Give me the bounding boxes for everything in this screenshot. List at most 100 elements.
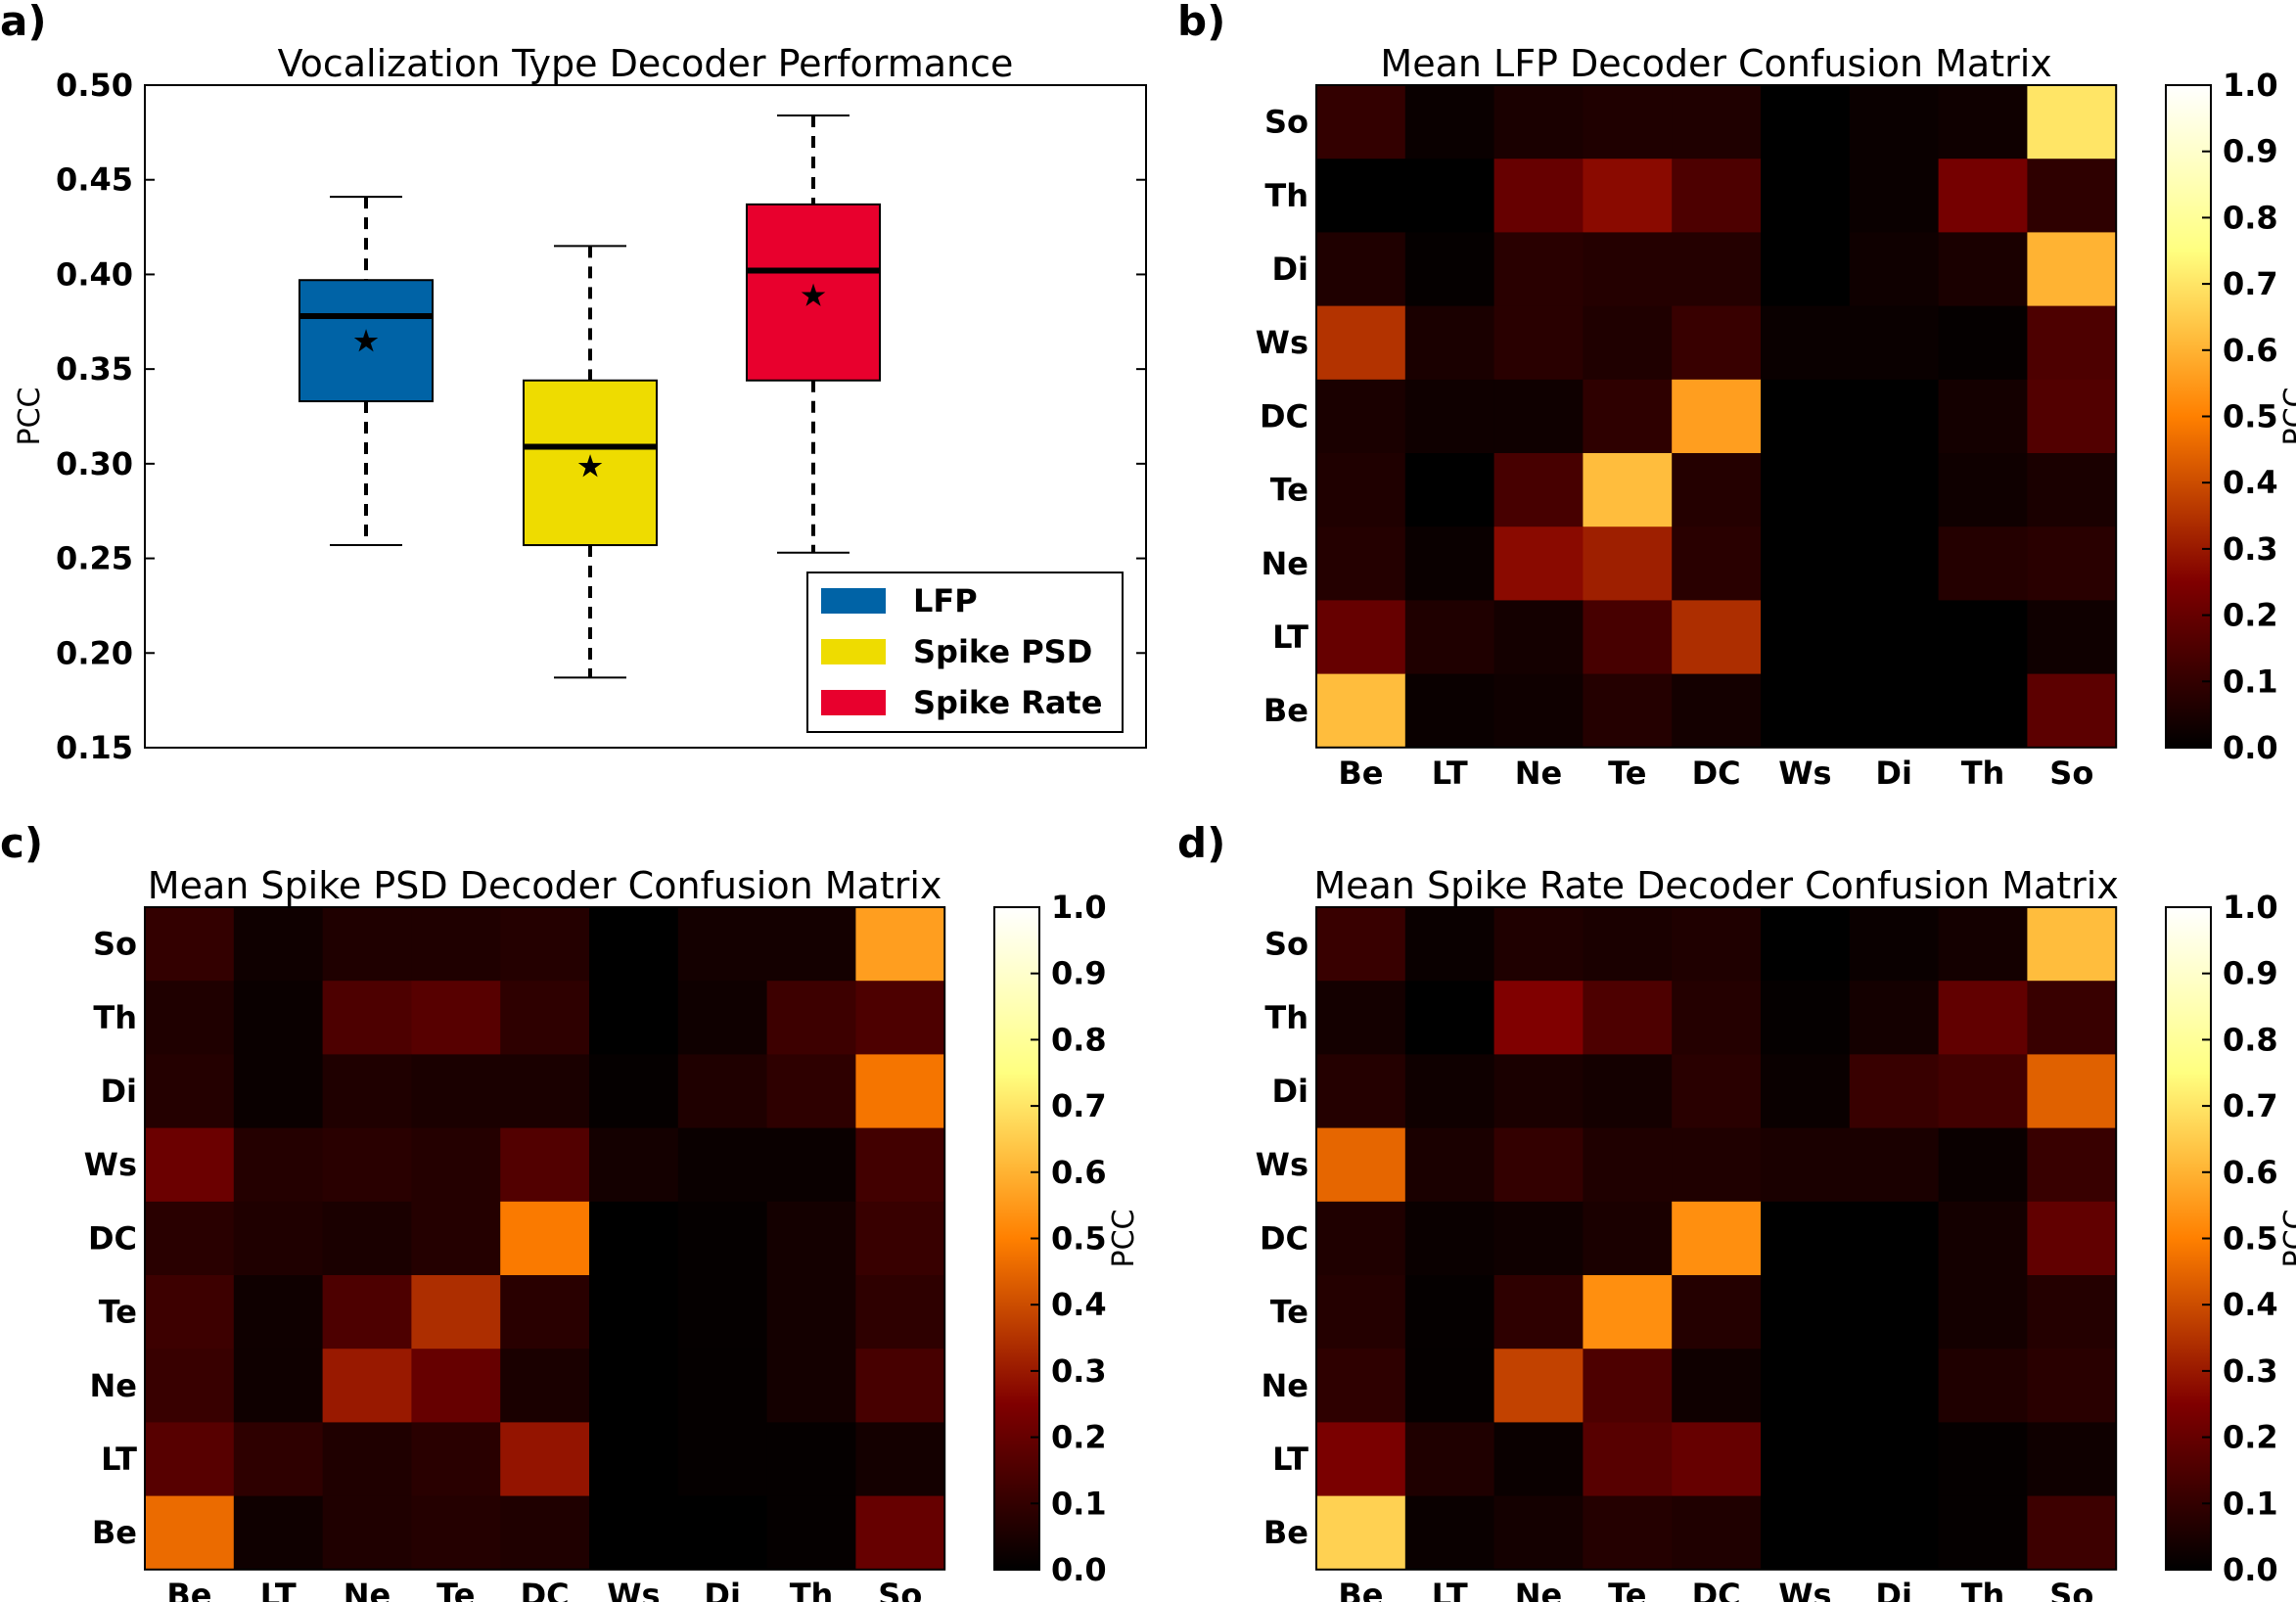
heatmap-cell xyxy=(1583,526,1673,601)
panel-label-a: a) xyxy=(0,0,47,45)
heatmap-cell xyxy=(1493,1422,1584,1497)
y-tick-label-a: 0.50 xyxy=(56,67,133,104)
heatmap-cell xyxy=(1493,85,1584,160)
x-category-label: Th xyxy=(1961,1577,2005,1602)
heatmap-cell xyxy=(1761,305,1851,381)
heatmap-cell xyxy=(1404,379,1495,454)
heatmap-cell xyxy=(1672,907,1762,982)
heatmap-cell xyxy=(500,1054,590,1129)
heatmap-cell xyxy=(1583,600,1673,675)
y-tick-label-a: 0.40 xyxy=(56,255,133,293)
heatmap-cell xyxy=(1316,1201,1406,1276)
y-category-label: Th xyxy=(1264,999,1309,1036)
heatmap-cell xyxy=(677,981,768,1055)
heatmap-cell xyxy=(2027,526,2117,601)
y-category-label: DC xyxy=(1260,397,1309,435)
y-category-label: Te xyxy=(1270,472,1309,509)
heatmap-cell xyxy=(1761,600,1851,675)
heatmap-cell xyxy=(1938,673,2028,749)
colorbar-tick-label: 0.9 xyxy=(1051,955,1107,992)
heatmap-cell xyxy=(677,1201,768,1276)
heatmap-cell xyxy=(1938,526,2028,601)
heatmap-cell xyxy=(1404,453,1495,527)
colorbar-tick-label: 0.3 xyxy=(1051,1352,1107,1390)
x-category-label: Di xyxy=(1875,1577,1912,1602)
heatmap-cell xyxy=(677,1349,768,1423)
heatmap-cell xyxy=(500,1275,590,1350)
heatmap-cell xyxy=(411,1422,501,1497)
y-category-label: Th xyxy=(1264,177,1309,214)
colorbar-tick-label: 0.3 xyxy=(2223,1352,2278,1390)
heatmap-cell xyxy=(322,1127,412,1203)
colorbar-tick-label: 0.0 xyxy=(2223,1551,2278,1588)
chart-title-a: Vocalization Type Decoder Performance xyxy=(278,42,1014,85)
heatmap-cell xyxy=(500,1201,590,1276)
heatmap-cell xyxy=(2027,1422,2117,1497)
heatmap-cell xyxy=(500,1422,590,1497)
heatmap-cell xyxy=(2027,1201,2117,1276)
y-category-label: Ne xyxy=(1262,1367,1309,1404)
x-category-label: Ws xyxy=(1778,755,1831,792)
heatmap-cell xyxy=(1493,1349,1584,1423)
heatmap-cell xyxy=(1938,305,2028,381)
heatmap-cell xyxy=(233,1054,324,1129)
heatmap-cell xyxy=(1316,232,1406,307)
y-axis-label-a: PCC xyxy=(13,388,47,446)
heatmap-cell xyxy=(1938,1201,2028,1276)
heatmap-cell xyxy=(411,907,501,982)
heatmap-cell xyxy=(1672,85,1762,160)
heatmap-cell xyxy=(855,1201,945,1276)
heatmap-cell xyxy=(1493,981,1584,1055)
heatmap-cell xyxy=(1849,1275,1940,1350)
colorbar-tick-label: 0.1 xyxy=(2223,663,2278,700)
y-category-label: Be xyxy=(92,1514,137,1551)
legend-label: Spike PSD xyxy=(913,633,1092,670)
colorbar-tick-label: 1.0 xyxy=(2223,67,2278,104)
x-category-label: Di xyxy=(1875,755,1912,792)
heatmap-cell xyxy=(1672,526,1762,601)
heatmap-cell xyxy=(1672,232,1762,307)
heatmap-cell xyxy=(411,1054,501,1129)
heatmap-cell xyxy=(589,1201,679,1276)
heatmap-cell xyxy=(1316,85,1406,160)
heatmap-cell xyxy=(233,907,324,982)
heatmap-cell xyxy=(1672,1054,1762,1129)
heatmap-cell xyxy=(2027,453,2117,527)
y-tick-label-a: 0.45 xyxy=(56,161,133,199)
heatmap-cell xyxy=(1938,453,2028,527)
heatmap-cell xyxy=(2027,1349,2117,1423)
heatmap-cell xyxy=(1583,1054,1673,1129)
x-category-label: Be xyxy=(1338,1577,1383,1602)
heatmap-cell xyxy=(1672,1495,1762,1571)
heatmap-cell xyxy=(233,1349,324,1423)
heatmap-cell xyxy=(1938,1422,2028,1497)
colorbar-tick-label: 0.6 xyxy=(2223,332,2278,369)
heatmap-cell xyxy=(1404,1349,1495,1423)
colorbar-tick-label: 0.7 xyxy=(2223,1087,2278,1124)
heatmap-cell xyxy=(145,1349,235,1423)
heatmap-cell xyxy=(1672,159,1762,233)
colorbar-tick-label: 0.4 xyxy=(2223,1286,2278,1323)
x-category-label: DC xyxy=(1692,755,1741,792)
heatmap-cell xyxy=(1583,1201,1673,1276)
heatmap-cell xyxy=(1849,1201,1940,1276)
x-category-label: Di xyxy=(704,1577,741,1602)
heatmap-cell xyxy=(1493,232,1584,307)
heatmap-cell xyxy=(322,1275,412,1350)
heatmap-cell xyxy=(1761,1201,1851,1276)
heatmap-cell xyxy=(145,1275,235,1350)
heatmap-cell xyxy=(1583,1127,1673,1203)
x-category-label: Ne xyxy=(1515,1577,1562,1602)
colorbar-tick-label: 1.0 xyxy=(1051,889,1107,926)
x-category-label: So xyxy=(2049,755,2093,792)
heatmap-cell xyxy=(1849,453,1940,527)
heatmap-cell xyxy=(1938,1054,2028,1129)
legend-label: Spike Rate xyxy=(913,684,1102,721)
colorbar-tick-label: 0.3 xyxy=(2223,530,2278,568)
heatmap-cell xyxy=(233,1127,324,1203)
y-category-label: LT xyxy=(1272,1441,1309,1478)
heatmap-cell xyxy=(855,1054,945,1129)
heatmap-cell xyxy=(1493,673,1584,749)
y-category-label: So xyxy=(1264,104,1309,141)
heatmap-cell xyxy=(1493,1275,1584,1350)
